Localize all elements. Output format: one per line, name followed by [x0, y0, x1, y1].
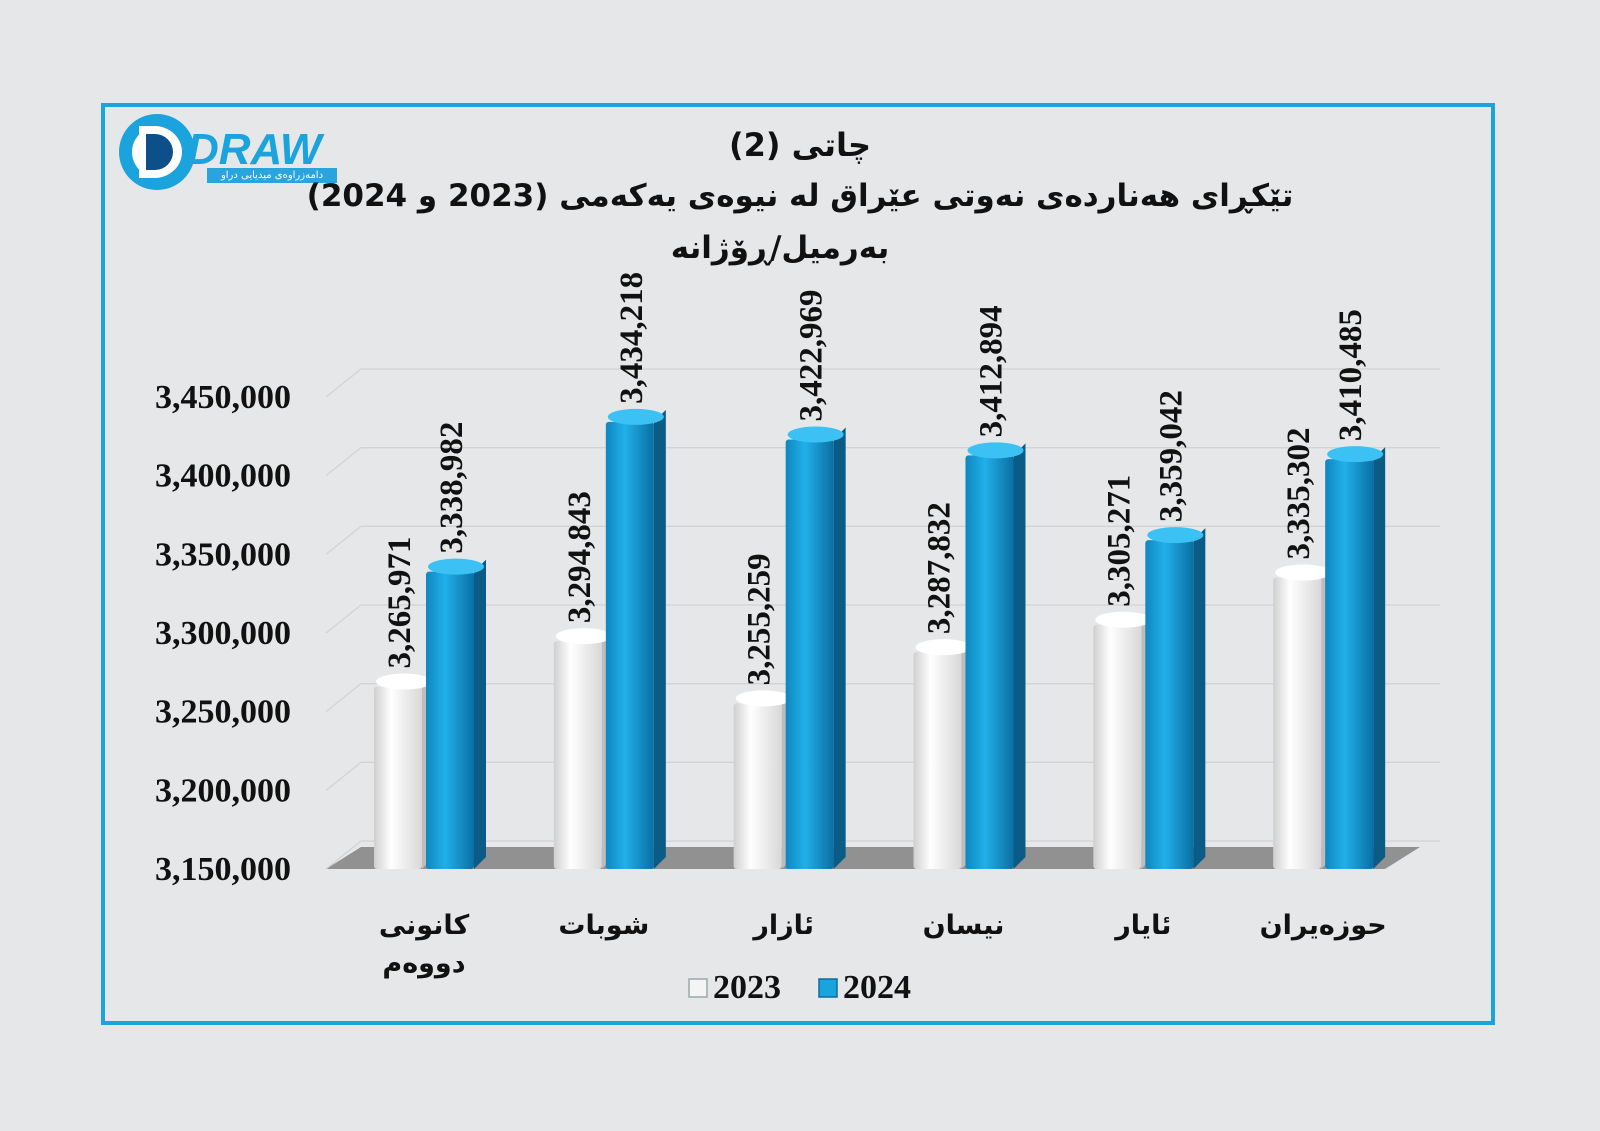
bar-2023 [553, 641, 602, 869]
bar-cap [428, 558, 484, 575]
x-tick-label: شوبات [558, 910, 649, 941]
data-label: 3,335,302 [1281, 427, 1317, 559]
bar-2024 [965, 455, 1014, 869]
bar-cap [735, 690, 792, 707]
y-tick-label: 3,450,000 [155, 379, 291, 416]
data-label: 3,412,894 [974, 305, 1010, 437]
y-tick-label: 3,200,000 [155, 772, 291, 809]
bar-cap [607, 408, 664, 425]
logo-text: DRAW [187, 125, 325, 174]
data-label: 3,422,969 [794, 290, 830, 422]
bar-2024 [426, 571, 474, 869]
gridline [325, 604, 1440, 634]
chart-title: تێکڕای هەناردەی نەوتی عێراق لە نیوەی یەک… [306, 178, 1294, 214]
data-label: 3,265,971 [382, 537, 418, 669]
data-label: 3,255,259 [742, 553, 778, 685]
gridline [325, 368, 1440, 398]
x-tick-label: حوزەیران [1260, 910, 1387, 941]
bar-side [833, 427, 846, 869]
data-label: 3,410,485 [1333, 309, 1369, 441]
bar-2023 [733, 703, 782, 869]
bar-side [1013, 443, 1026, 869]
bar-cap [1095, 611, 1152, 628]
chart-unit: بەرمیل/ڕۆژانە [670, 230, 890, 266]
y-tick-label: 3,150,000 [155, 851, 291, 888]
bar-cap [1147, 527, 1204, 544]
gridline [325, 683, 1440, 713]
gridline [325, 840, 1440, 870]
gridline [325, 761, 1440, 791]
x-tick-label: کانونی [379, 910, 470, 941]
bar-2024 [605, 421, 654, 869]
bar-2024 [785, 439, 834, 869]
draw-logo: DRAW دامەزراوەی میدیایی دراو [117, 112, 342, 196]
bar-side [1373, 447, 1386, 869]
data-label: 3,434,218 [614, 272, 650, 404]
data-label: 3,338,982 [434, 422, 470, 554]
bar-side [653, 409, 666, 869]
bar-side [1193, 528, 1206, 869]
bar-cap [915, 639, 972, 656]
legend-label-2023: 2023 [713, 969, 781, 1006]
bar-cap [1275, 564, 1332, 581]
draw-logo-mark: DRAW [119, 114, 325, 190]
y-tick-label: 3,250,000 [155, 694, 291, 731]
x-tick-label: نیسان [923, 910, 1005, 941]
legend-swatch-2023 [688, 978, 708, 998]
bar-2024 [1325, 459, 1374, 869]
bar-cap [787, 426, 844, 443]
gridline [325, 525, 1440, 555]
bar-cap [1327, 446, 1384, 463]
bar-2023 [1093, 624, 1142, 869]
bar-cap [967, 442, 1024, 459]
legend-label-2024: 2024 [843, 969, 911, 1006]
bar-cap [376, 673, 432, 690]
data-label: 3,305,271 [1101, 475, 1137, 607]
legend-swatch-2024 [818, 978, 838, 998]
x-tick-label: دووەم [382, 948, 465, 979]
bar-2023 [913, 652, 962, 869]
data-label: 3,294,843 [562, 491, 598, 623]
chart-floor [326, 847, 1420, 869]
logo-tagline: دامەزراوەی میدیایی دراو [207, 168, 337, 183]
data-label: 3,359,042 [1153, 390, 1189, 522]
y-tick-label: 3,400,000 [155, 458, 291, 495]
bar-side [474, 559, 486, 869]
y-tick-label: 3,300,000 [155, 615, 291, 652]
chart-title-number: چاتی (2) [728, 126, 872, 164]
bar-cap [555, 628, 612, 645]
bar-2024 [1145, 540, 1194, 869]
data-label: 3,287,832 [922, 502, 958, 634]
x-tick-label: ئایار [1113, 910, 1171, 941]
bar-2023 [374, 686, 422, 869]
x-tick-label: ئازار [751, 910, 814, 941]
y-tick-label: 3,350,000 [155, 536, 291, 573]
bar-2023 [1273, 577, 1322, 869]
gridline [325, 447, 1440, 477]
